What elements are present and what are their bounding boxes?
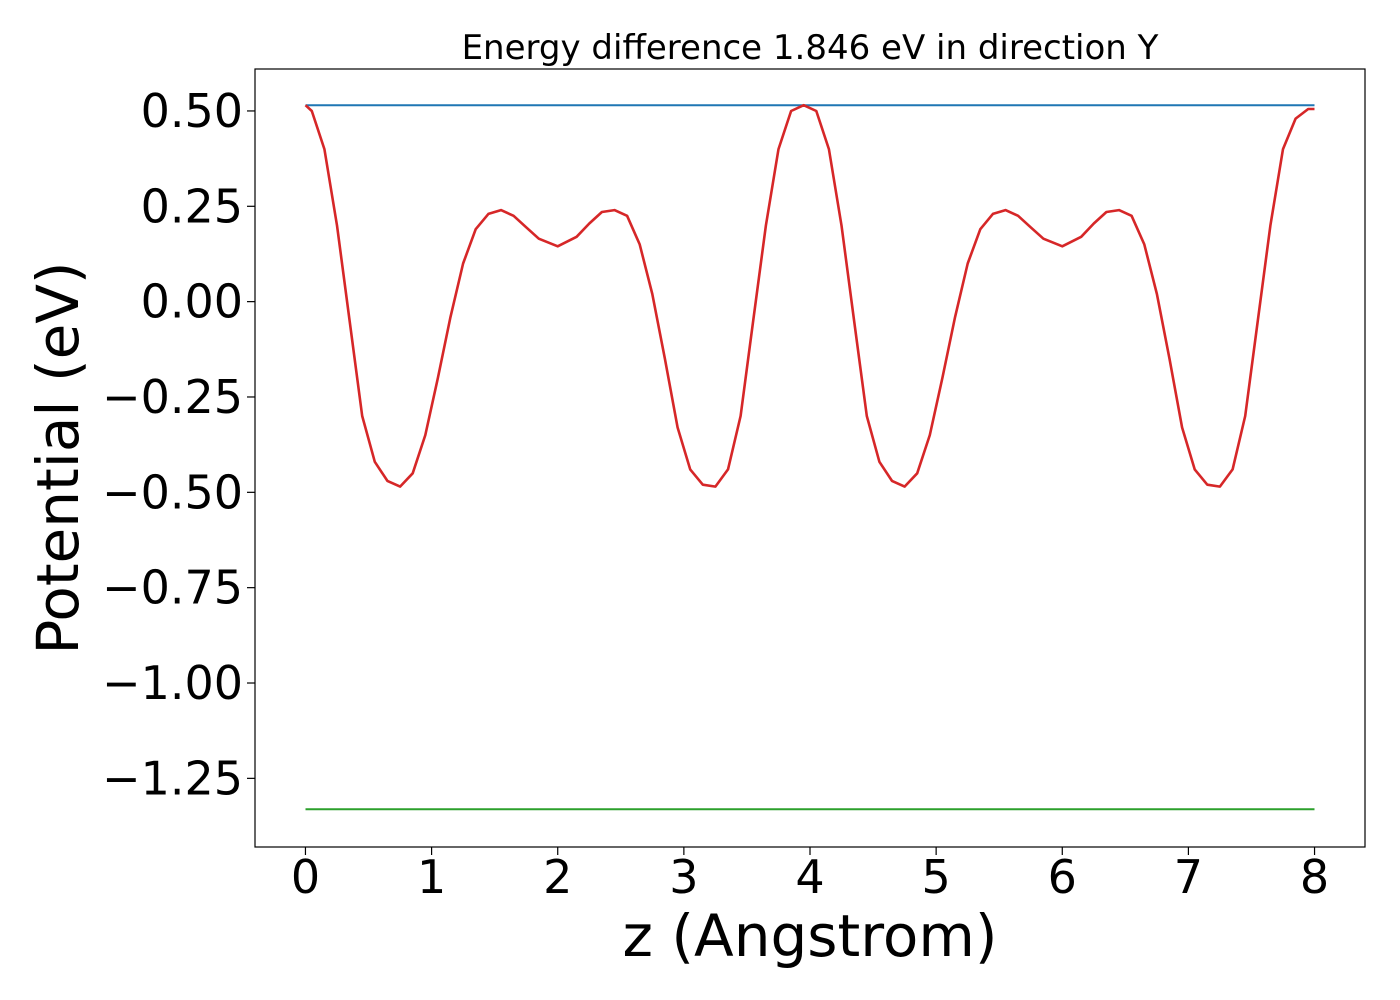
x-tick-label: 2 bbox=[543, 850, 572, 904]
series-line-1 bbox=[304, 103, 1315, 488]
chart-title: Energy difference 1.846 eV in direction … bbox=[462, 28, 1159, 68]
y-tick-label: 0.00 bbox=[141, 275, 243, 329]
plot-frame bbox=[254, 68, 1366, 848]
y-tick-label: −0.25 bbox=[102, 370, 243, 424]
y-axis-label: Potential (eV) bbox=[24, 261, 92, 654]
x-tick-label: 3 bbox=[669, 850, 698, 904]
x-tick-label: 5 bbox=[921, 850, 950, 904]
y-tick-label: −0.50 bbox=[102, 465, 243, 519]
x-tick-label: 0 bbox=[291, 850, 320, 904]
series-layer bbox=[304, 103, 1315, 811]
x-tick-label: 1 bbox=[417, 850, 446, 904]
y-tick-label: −1.00 bbox=[102, 656, 243, 710]
y-axis: 0.50 0.25 0.00 −0.25 −0.50 −0.75 −1.00 −1.25 bbox=[102, 84, 255, 805]
y-tick-label: 0.50 bbox=[141, 84, 243, 138]
x-axis-label: z (Angstrom) bbox=[623, 902, 998, 970]
x-axis: 0 1 2 3 4 5 6 7 8 bbox=[291, 847, 1329, 904]
x-tick-label: 8 bbox=[1300, 850, 1329, 904]
x-tick-label: 6 bbox=[1048, 850, 1077, 904]
x-tick-label: 7 bbox=[1174, 850, 1203, 904]
y-tick-label: 0.25 bbox=[141, 179, 243, 233]
y-tick-label: −1.25 bbox=[102, 751, 243, 805]
x-tick-label: 4 bbox=[795, 850, 824, 904]
y-tick-label: −0.75 bbox=[102, 561, 243, 615]
